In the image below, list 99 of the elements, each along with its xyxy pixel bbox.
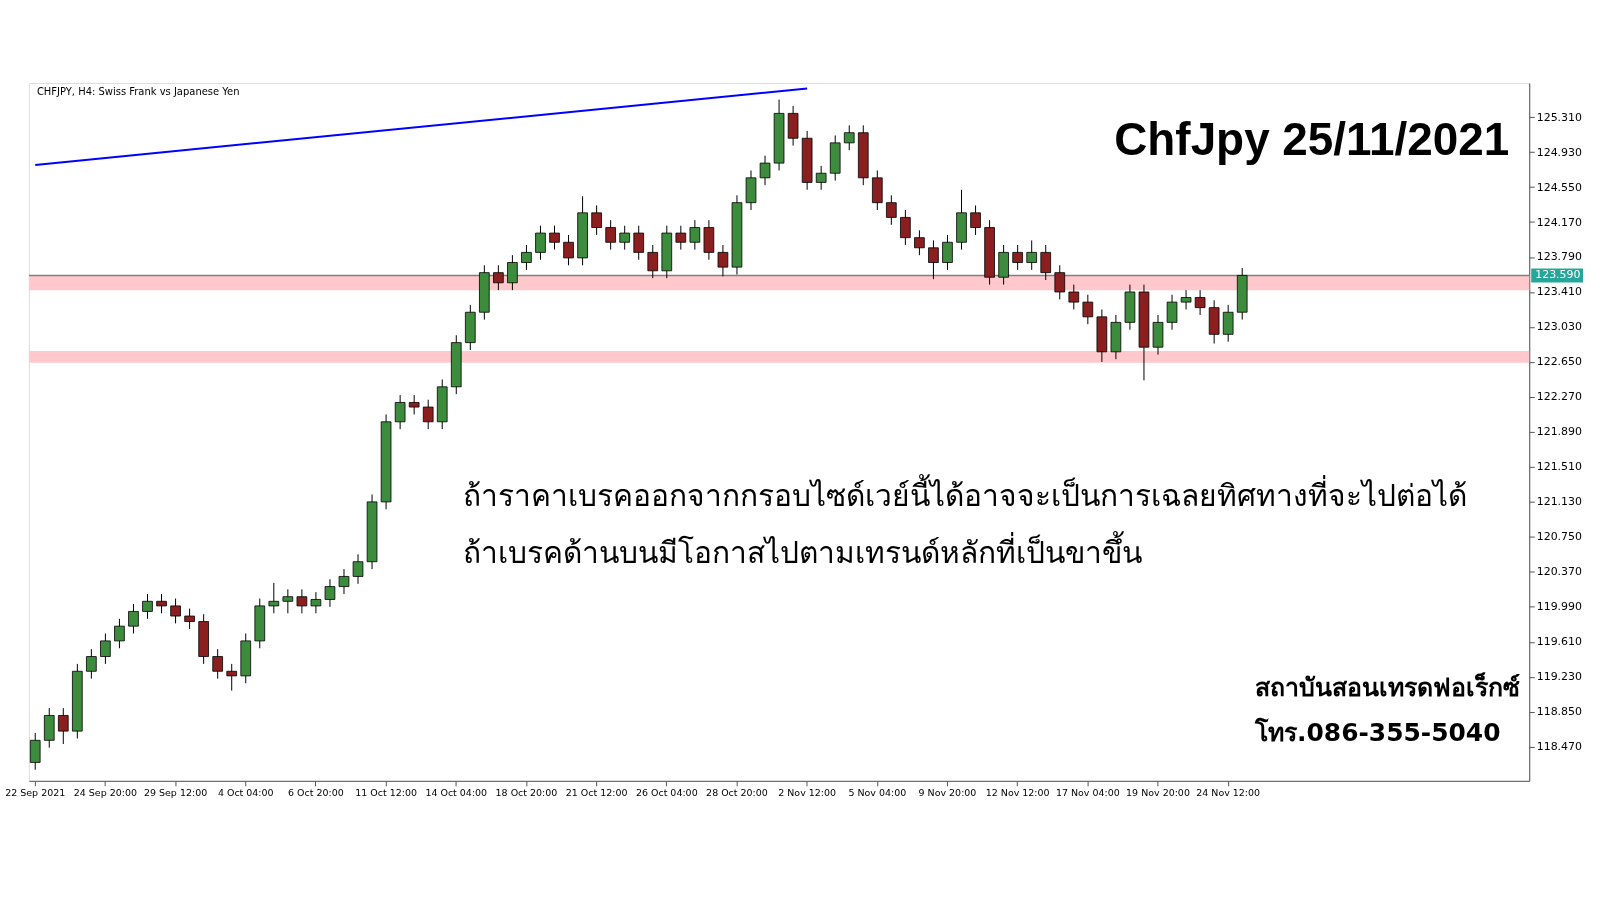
- candlestick: [675, 225, 687, 251]
- candlestick: [296, 588, 308, 614]
- candlestick: [633, 225, 645, 261]
- candlestick: [268, 582, 280, 614]
- candlestick: [914, 229, 925, 256]
- y-tick-label: 123.410: [1536, 285, 1583, 299]
- candlestick: [1222, 304, 1234, 343]
- candlestick: [352, 553, 364, 585]
- x-tick-label: 12 Nov 12:00: [985, 787, 1050, 799]
- candlestick: [1194, 289, 1206, 316]
- candlestick: [212, 648, 223, 680]
- y-tick-label: 124.170: [1536, 215, 1583, 229]
- candlestick: [843, 124, 855, 151]
- candlestick: [717, 244, 729, 277]
- candlestick: [1040, 244, 1052, 281]
- candlestick: [394, 394, 406, 430]
- candlestick: [1054, 264, 1066, 300]
- y-tick-label: 125.310: [1536, 110, 1583, 124]
- candlestick: [1082, 294, 1094, 325]
- y-tick-label: 121.510: [1536, 460, 1583, 474]
- candlestick: [493, 264, 504, 291]
- candlestick: [689, 219, 701, 251]
- candlestick: [1166, 294, 1178, 331]
- candlestick: [100, 633, 111, 665]
- y-tick-label: 124.550: [1536, 180, 1583, 194]
- y-tick-label: 119.610: [1536, 635, 1583, 649]
- x-tick-label: 14 Oct 04:00: [425, 787, 488, 799]
- annotation: CHFJPY, H4: Swiss Frank vs Japanese Yen: [36, 85, 240, 97]
- candlestick: [521, 244, 532, 271]
- x-tick-label: 6 Oct 20:00: [288, 787, 344, 799]
- candlestick: [1068, 284, 1080, 310]
- candlestick: [605, 219, 616, 251]
- y-tick-label: 122.650: [1536, 355, 1583, 369]
- candlestick: [549, 225, 560, 251]
- annotation: ถ้าราคาเบรคออกจากกรอบไซด์เวย์นี้ได้อาจจะเป็นการเฉลยทิศทางที่จะไปต่อได้: [462, 473, 1467, 513]
- x-tick-label: 11 Oct 12:00: [355, 787, 417, 799]
- y-tick-label: 120.370: [1536, 565, 1583, 579]
- candlestick: [408, 394, 420, 415]
- x-tick-label: 26 Oct 04:00: [635, 787, 698, 799]
- x-tick-label: 24 Sep 20:00: [73, 787, 137, 799]
- candlestick: [1012, 244, 1023, 271]
- y-tick-label: 119.230: [1536, 670, 1583, 684]
- y-tick-label: 124.930: [1536, 145, 1583, 159]
- x-tick-label: 19 Nov 20:00: [1126, 787, 1190, 799]
- candlestick: [619, 225, 630, 251]
- candlestick: [170, 598, 181, 624]
- x-tick-label: 21 Oct 12:00: [565, 787, 628, 799]
- candlestick: [928, 239, 939, 280]
- candlestick: [324, 578, 336, 608]
- y-tick-label: 121.890: [1536, 425, 1583, 439]
- candlestick: [310, 591, 322, 614]
- candlestick: [282, 588, 294, 614]
- x-tick-label: 28 Oct 20:00: [706, 787, 768, 799]
- x-tick-label: 5 Nov 04:00: [848, 787, 907, 799]
- candlestick: [507, 254, 518, 291]
- text: ChfJpy 25/11/2021: [1114, 112, 1510, 165]
- candlestick: [114, 618, 125, 649]
- candlestick: [647, 244, 659, 279]
- candlestick: [1180, 289, 1192, 310]
- candlestick: [1026, 239, 1037, 271]
- y-tick-label: 118.850: [1536, 705, 1583, 719]
- candlestick: [815, 165, 827, 191]
- annotation: โทร.086-355-5040: [1254, 716, 1501, 747]
- candlestick: [422, 399, 434, 430]
- y-tick-label: 123.790: [1536, 250, 1583, 264]
- candlestick: [886, 194, 897, 226]
- x-tick-label: 9 Nov 20:00: [918, 787, 977, 799]
- x-tick-label: 4 Oct 04:00: [217, 787, 274, 799]
- candlestick: [591, 204, 602, 236]
- candlestick: [86, 648, 97, 680]
- x-tick-label: 22 Sep 2021: [5, 787, 66, 799]
- candlestick: [535, 225, 546, 261]
- candlestick: [759, 155, 771, 186]
- y-tick-label: 118.470: [1536, 740, 1583, 754]
- y-tick-label: 120.750: [1536, 530, 1583, 544]
- candlestick: [942, 234, 953, 271]
- candlestick: [142, 593, 153, 620]
- annotation: สถาบันสอนเทรดฟอเร็กซ์: [1255, 672, 1521, 703]
- candlestick: [338, 568, 350, 595]
- candlestick: [128, 603, 139, 635]
- candlestick: [970, 204, 981, 236]
- x-tick-label: 18 Oct 20:00: [495, 787, 558, 799]
- candlestick: [184, 608, 195, 630]
- candlestick: [156, 593, 167, 614]
- x-tick-label: 17 Nov 04:00: [1055, 787, 1120, 799]
- ref-line-label: 123.590: [1535, 268, 1581, 282]
- y-tick-label: 121.130: [1536, 495, 1583, 509]
- y-tick-label: 122.270: [1536, 390, 1583, 404]
- x-tick-label: 29 Sep 12:00: [143, 787, 208, 799]
- x-tick-label: 2 Nov 12:00: [778, 787, 837, 799]
- candlestick: [563, 234, 574, 266]
- candlestick: [29, 732, 41, 771]
- annotation: ถ้าเบรคด้านบนมีโอกาสไปตามเทรนด์หลักที่เป็นขาขึ้น: [462, 530, 1142, 570]
- x-tick-label: 24 Nov 12:00: [1196, 787, 1261, 799]
- candlestick: [57, 707, 69, 745]
- candlestick: [226, 663, 238, 692]
- candlestick: [900, 209, 911, 246]
- y-tick-label: 119.990: [1536, 600, 1583, 614]
- y-tick-label: 123.030: [1536, 320, 1583, 334]
